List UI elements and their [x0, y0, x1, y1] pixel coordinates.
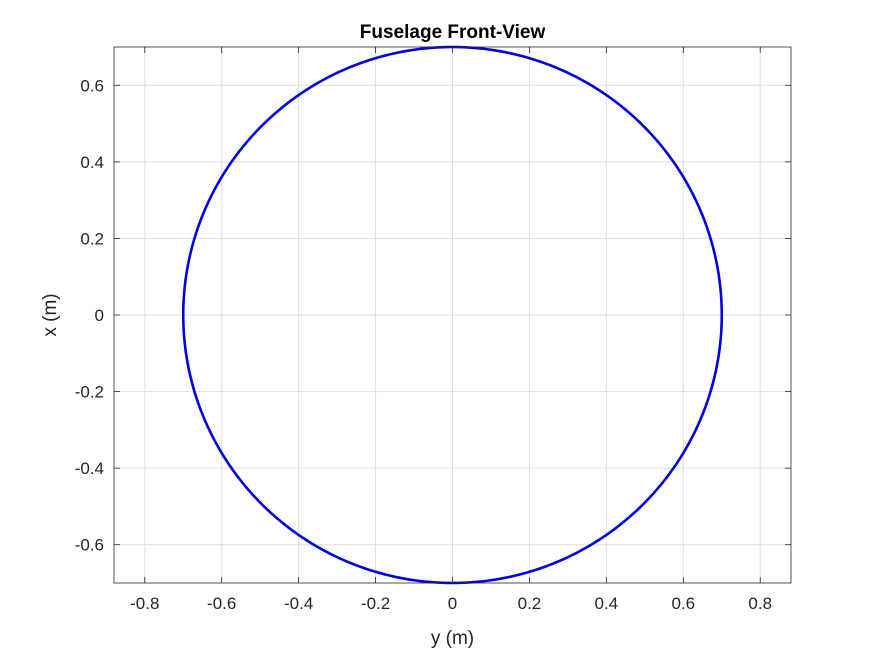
x-tick-label: 0: [448, 594, 457, 613]
grid-lines: [114, 47, 791, 583]
x-tick-label: 0.2: [518, 594, 542, 613]
x-tick-label: 0.4: [595, 594, 619, 613]
x-tick-label: -0.8: [130, 594, 159, 613]
x-tick-label: 0.8: [748, 594, 772, 613]
x-tick-label: -0.4: [284, 594, 313, 613]
y-tick-label: -0.2: [75, 383, 104, 402]
y-tick-label: 0: [95, 306, 104, 325]
y-tick-label: 0.2: [80, 229, 104, 248]
y-tick-label: 0.4: [80, 153, 104, 172]
y-tick-label: -0.4: [75, 459, 104, 478]
tick-marks: [114, 47, 791, 583]
x-axis-label: y (m): [431, 628, 474, 649]
series-layer: [181, 45, 724, 585]
y-tick-labels: -0.6 -0.4 -0.2 0 0.2 0.4 0.6: [75, 76, 104, 554]
x-tick-labels: -0.8 -0.6 -0.4 -0.2 0 0.2 0.4 0.6 0.8: [130, 594, 772, 613]
y-tick-label: -0.6: [75, 536, 104, 555]
y-tick-label: 0.6: [80, 76, 104, 95]
chart-title: Fuselage Front-View: [360, 22, 546, 43]
y-axis-label: x (m): [40, 293, 61, 336]
series-line-fuselage: [181, 45, 724, 585]
x-tick-label: -0.6: [207, 594, 236, 613]
x-tick-label: -0.2: [361, 594, 390, 613]
x-tick-label: 0.6: [671, 594, 695, 613]
